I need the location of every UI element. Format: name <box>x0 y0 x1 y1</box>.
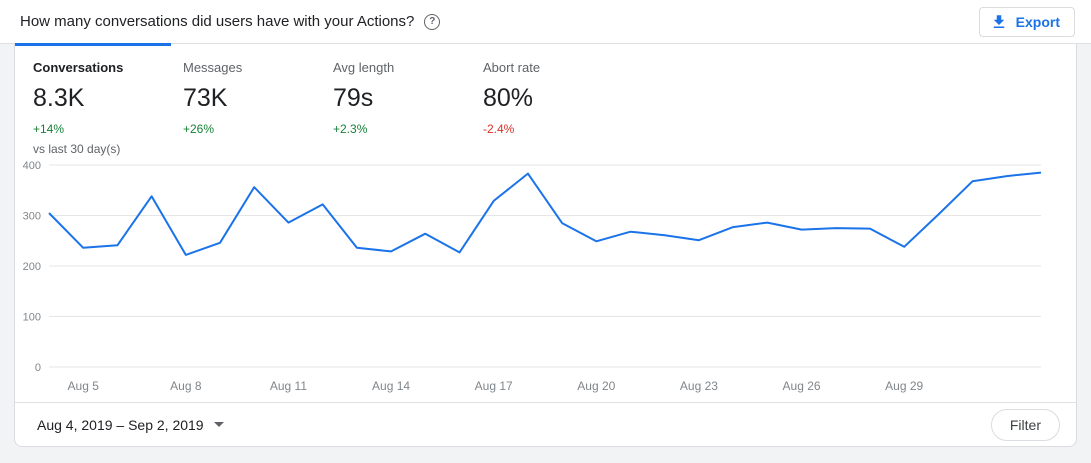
tab-messages[interactable]: Messages 73K +26% <box>183 60 333 155</box>
x-tick-label: Aug 29 <box>885 379 923 393</box>
analytics-card: Conversations 8.3K +14% vs last 30 day(s… <box>14 43 1077 447</box>
y-tick-label: 400 <box>23 160 41 172</box>
conversations-chart: 0 100 200 300 400 Aug 5 Aug 8 Aug 11 Aug 14 Aug 1… <box>23 160 1042 393</box>
x-tick-label: Aug 20 <box>577 379 615 393</box>
tab-avg-length[interactable]: Avg length 79s +2.3% <box>333 60 483 155</box>
page-title: How many conversations did users have wi… <box>20 13 415 30</box>
metric-label: Avg length <box>333 60 395 75</box>
date-range-selector[interactable]: Aug 4, 2019 – Sep 2, 2019 <box>37 417 224 433</box>
metric-change: +14% <box>33 122 65 136</box>
metric-change: -2.4% <box>483 122 515 136</box>
y-tick-label: 200 <box>23 261 41 273</box>
y-tick-label: 300 <box>23 211 41 223</box>
x-tick-label: Aug 14 <box>372 379 410 393</box>
download-icon <box>990 13 1008 31</box>
active-tab-indicator <box>15 43 171 46</box>
chevron-down-icon <box>213 422 224 427</box>
conversations-line <box>48 171 1042 256</box>
metric-label: Conversations <box>33 60 124 75</box>
chart-area: 0 100 200 300 400 Aug 5 Aug 8 Aug 11 Aug 14 Aug 1… <box>15 155 1076 402</box>
metric-value: 8.3K <box>33 84 85 112</box>
x-tick-label: Aug 5 <box>68 379 100 393</box>
metric-label: Messages <box>183 60 243 75</box>
metric-value: 80% <box>483 84 534 112</box>
x-tick-label: Aug 8 <box>170 379 202 393</box>
date-range-label: Aug 4, 2019 – Sep 2, 2019 <box>37 416 204 433</box>
header: How many conversations did users have wi… <box>0 0 1091 44</box>
filter-button[interactable]: Filter <box>990 408 1060 441</box>
y-tick-label: 0 <box>35 362 41 374</box>
metric-sublabel: vs last 30 day(s) <box>33 142 121 156</box>
x-tick-label: Aug 23 <box>680 379 718 393</box>
export-button[interactable]: Export <box>978 6 1075 37</box>
card-footer: Aug 4, 2019 – Sep 2, 2019 Filter <box>15 402 1076 446</box>
metric-value: 79s <box>333 84 374 112</box>
metric-change: +26% <box>183 122 215 136</box>
metric-label: Abort rate <box>483 60 541 75</box>
metrics-row: Conversations 8.3K +14% vs last 30 day(s… <box>15 44 1076 156</box>
metric-change: +2.3% <box>333 122 368 136</box>
tab-conversations[interactable]: Conversations 8.3K +14% vs last 30 day(s… <box>33 60 183 156</box>
x-tick-label: Aug 11 <box>270 379 307 393</box>
metric-value: 73K <box>183 84 228 112</box>
tab-abort-rate[interactable]: Abort rate 80% -2.4% <box>483 60 633 155</box>
y-tick-label: 100 <box>23 312 41 324</box>
x-tick-label: Aug 26 <box>783 379 821 393</box>
help-icon[interactable]: ? <box>424 13 441 30</box>
export-button-label: Export <box>1015 13 1060 30</box>
x-tick-label: Aug 17 <box>475 379 513 393</box>
